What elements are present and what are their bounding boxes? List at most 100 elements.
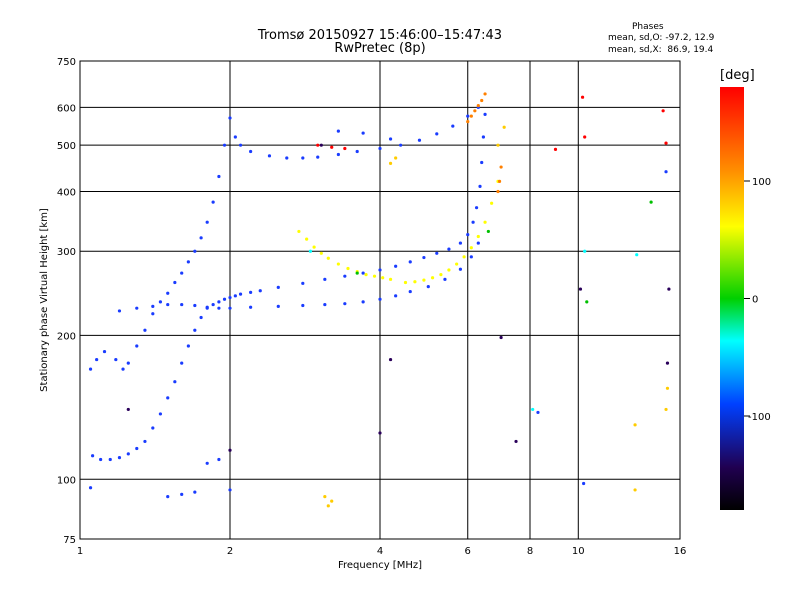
data-point: [323, 494, 327, 499]
data-point: [502, 125, 506, 129]
data-point: [166, 291, 170, 295]
x-tick-label: 1: [77, 546, 83, 557]
data-point: [582, 481, 586, 486]
scatter-points: [88, 92, 671, 508]
data-point: [466, 232, 470, 237]
data-point: [205, 220, 209, 224]
y-tick-labels: 75 100 200 300 400 500 600 750: [57, 57, 76, 546]
data-point: [583, 249, 587, 253]
data-point: [228, 448, 232, 452]
data-point: [238, 292, 243, 296]
data-point: [578, 287, 583, 291]
data-point: [166, 396, 170, 400]
data-point: [135, 344, 139, 348]
data-point: [476, 241, 480, 245]
data-point: [158, 412, 163, 416]
data-point: [319, 143, 323, 147]
data-point: [316, 155, 320, 159]
data-point: [476, 234, 480, 239]
data-point: [394, 264, 398, 268]
data-point: [408, 260, 412, 264]
data-point: [180, 361, 184, 365]
data-point: [435, 132, 439, 136]
data-point: [490, 201, 494, 205]
data-point: [469, 246, 473, 250]
data-point: [394, 294, 398, 298]
data-point: [180, 302, 184, 307]
data-point: [336, 262, 340, 266]
x-tick-label: 2: [227, 546, 233, 557]
data-point: [117, 456, 122, 460]
chart-title: Tromsø 20150927 15:46:00–15:47:43: [257, 28, 503, 43]
data-point: [249, 305, 253, 309]
data-point: [496, 143, 500, 147]
colorbar-tick-label: 0: [752, 295, 758, 306]
data-point: [664, 170, 668, 174]
data-point: [372, 274, 377, 278]
data-point: [186, 344, 190, 348]
y-tick-label: 600: [57, 103, 76, 114]
data-point: [355, 149, 359, 154]
data-point: [305, 237, 309, 241]
data-point: [312, 245, 316, 249]
data-point: [378, 297, 382, 301]
x-tick-label: 10: [572, 546, 585, 557]
data-point: [193, 249, 197, 253]
data-point: [228, 488, 232, 492]
data-point: [664, 407, 668, 412]
phase-stat-o: mean, sd,O: -97.2, 12.9: [608, 33, 715, 43]
grid-lines: [80, 61, 680, 539]
data-point: [435, 251, 439, 255]
plot-frame: [79, 60, 681, 540]
data-point: [553, 147, 558, 151]
data-point: [476, 104, 480, 108]
data-point: [205, 305, 209, 309]
data-point: [499, 335, 503, 340]
data-point: [580, 95, 585, 99]
data-point: [326, 504, 330, 508]
data-point: [151, 304, 155, 308]
data-point: [301, 281, 305, 285]
data-point: [297, 229, 301, 234]
data-point: [343, 302, 347, 306]
data-point: [126, 452, 130, 456]
data-point: [394, 156, 398, 160]
data-point: [378, 268, 382, 272]
y-tick-label: 750: [57, 57, 76, 68]
data-point: [408, 289, 412, 294]
data-point: [403, 280, 408, 285]
data-point: [443, 277, 447, 281]
data-point: [323, 302, 327, 307]
data-point: [276, 304, 280, 308]
data-point: [211, 200, 215, 204]
data-point: [126, 361, 130, 365]
data-point: [301, 303, 305, 308]
data-point: [364, 273, 368, 277]
data-point: [462, 255, 466, 259]
data-point: [458, 241, 463, 245]
data-point: [166, 494, 170, 499]
data-point: [330, 145, 334, 149]
data-point: [378, 146, 382, 151]
data-point: [151, 312, 155, 316]
data-point: [361, 300, 365, 304]
data-point: [430, 276, 435, 280]
data-point: [199, 236, 203, 240]
data-point: [422, 255, 426, 260]
data-point: [180, 492, 184, 496]
data-point: [483, 112, 487, 116]
data-point: [217, 300, 221, 304]
data-point: [102, 349, 107, 354]
data-point: [199, 315, 203, 320]
data-point: [121, 367, 125, 371]
data-point: [108, 457, 112, 462]
data-point: [233, 294, 237, 298]
data-point: [346, 266, 350, 271]
data-point: [583, 135, 587, 139]
data-point: [664, 141, 668, 145]
data-point: [180, 271, 184, 275]
y-tick-label: 75: [63, 535, 76, 546]
data-point: [193, 490, 197, 494]
y-tick-label: 200: [57, 331, 76, 342]
colorbar: [720, 87, 744, 510]
